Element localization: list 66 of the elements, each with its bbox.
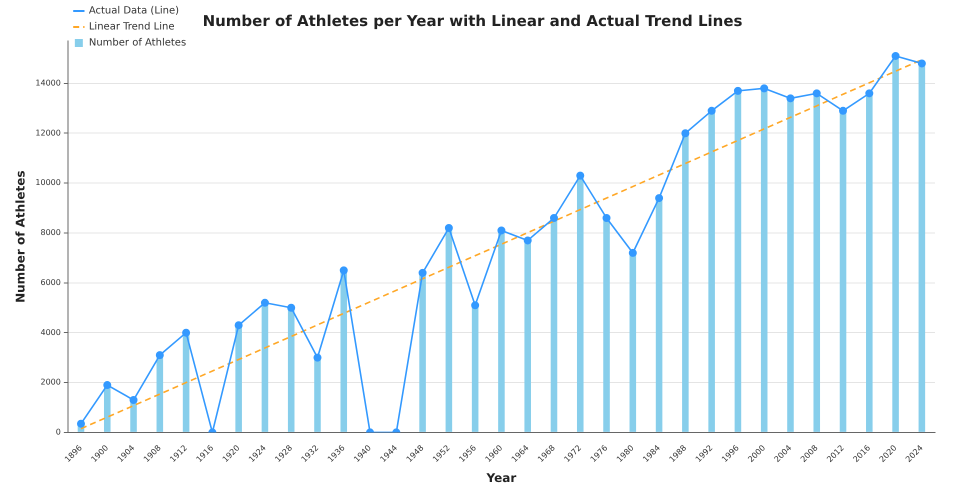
- legend-label: Number of Athletes: [88, 38, 186, 49]
- bar: [446, 228, 452, 432]
- bar: [918, 63, 926, 432]
- bar: [734, 90, 742, 432]
- y-tick-label: 14000: [35, 78, 61, 88]
- point: [708, 106, 716, 115]
- point: [287, 304, 296, 312]
- bar: [235, 325, 242, 432]
- point: [130, 396, 138, 404]
- y-tick-label: 10000: [35, 178, 61, 188]
- point: [892, 52, 900, 60]
- point: [156, 351, 164, 360]
- point: [313, 354, 322, 362]
- point: [260, 298, 269, 307]
- point: [655, 194, 664, 202]
- point: [839, 106, 848, 115]
- point: [550, 214, 558, 222]
- bar: [262, 302, 268, 432]
- point: [103, 381, 112, 390]
- point: [628, 248, 637, 257]
- bar: [892, 56, 899, 432]
- point: [444, 224, 453, 232]
- bar: [603, 218, 610, 432]
- bar: [472, 305, 478, 432]
- legend-label: Linear Trend Line: [88, 22, 175, 33]
- point: [786, 94, 794, 102]
- y-tick-label: 6000: [40, 278, 61, 287]
- point: [76, 420, 85, 428]
- point: [524, 236, 532, 244]
- bar: [550, 218, 558, 432]
- y-tick-label: 4000: [40, 328, 61, 337]
- bar: [576, 176, 584, 432]
- bar: [156, 355, 164, 432]
- y-tick-label: 8000: [40, 228, 61, 238]
- bar: [840, 110, 846, 432]
- y-tick-label: 0: [56, 427, 61, 436]
- y-axis-title: Number of Athletes: [13, 170, 28, 303]
- point: [340, 266, 348, 274]
- bar: [288, 308, 294, 432]
- x-axis-title: Year: [486, 470, 516, 485]
- bar: [656, 198, 662, 432]
- point: [497, 226, 506, 234]
- chart-title: Number of Athletes per Year with Linear and Actual Trend Lines: [202, 12, 742, 30]
- bar: [682, 133, 689, 432]
- bar: [760, 88, 768, 432]
- legend-label: Actual Data (Line): [88, 6, 180, 17]
- point: [418, 268, 427, 277]
- point: [812, 89, 821, 98]
- point: [471, 301, 480, 310]
- bar: [866, 93, 873, 432]
- bar: [630, 252, 636, 432]
- point: [918, 59, 926, 68]
- point: [681, 129, 690, 138]
- point: [734, 86, 742, 95]
- point: [182, 328, 190, 337]
- bar: [419, 272, 426, 432]
- y-tick-label: 12000: [35, 128, 61, 138]
- point: [865, 89, 874, 98]
- point: [234, 321, 243, 330]
- bar: [787, 98, 794, 432]
- point: [602, 214, 611, 222]
- point: [576, 172, 584, 180]
- y-tick-label: 2000: [40, 378, 61, 387]
- point: [760, 84, 768, 92]
- bar: [524, 240, 531, 432]
- bar: [314, 358, 321, 432]
